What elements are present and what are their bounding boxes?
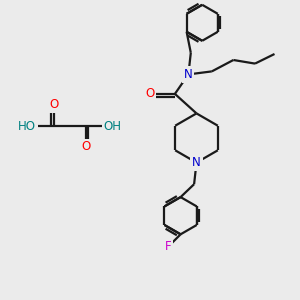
- Text: N: N: [192, 156, 201, 169]
- Text: N: N: [184, 68, 193, 81]
- Text: OH: OH: [103, 119, 122, 133]
- Text: O: O: [81, 140, 90, 154]
- Text: O: O: [50, 98, 58, 112]
- Text: F: F: [165, 240, 171, 254]
- Text: HO: HO: [18, 119, 36, 133]
- Text: O: O: [145, 87, 154, 101]
